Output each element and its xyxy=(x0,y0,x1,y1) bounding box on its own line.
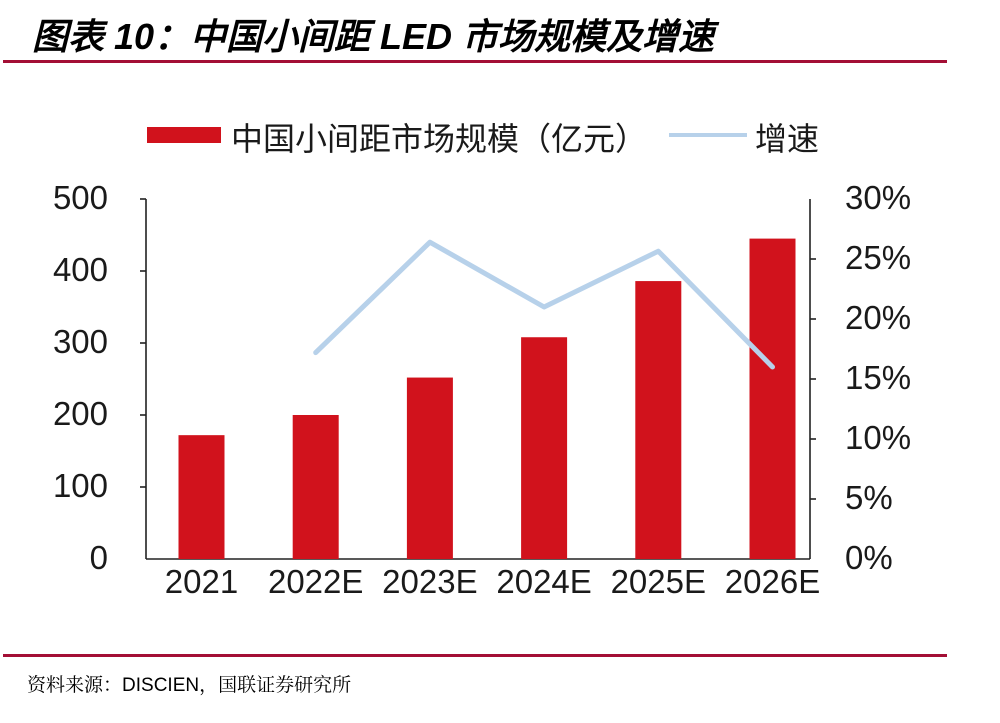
svg-text:2022E: 2022E xyxy=(268,563,363,600)
svg-text:2024E: 2024E xyxy=(496,563,591,600)
svg-text:2021: 2021 xyxy=(165,563,238,600)
svg-text:300: 300 xyxy=(53,323,108,360)
svg-text:2025E: 2025E xyxy=(611,563,706,600)
svg-text:400: 400 xyxy=(53,251,108,288)
svg-text:200: 200 xyxy=(53,395,108,432)
svg-text:5%: 5% xyxy=(845,479,893,516)
svg-text:10%: 10% xyxy=(845,419,911,456)
svg-text:2023E: 2023E xyxy=(382,563,477,600)
svg-text:0%: 0% xyxy=(845,539,893,576)
svg-text:0: 0 xyxy=(90,539,108,576)
svg-text:15%: 15% xyxy=(845,359,911,396)
svg-text:25%: 25% xyxy=(845,239,911,276)
svg-text:100: 100 xyxy=(53,467,108,504)
svg-text:30%: 30% xyxy=(845,179,911,216)
svg-text:2026E: 2026E xyxy=(725,563,820,600)
svg-text:20%: 20% xyxy=(845,299,911,336)
svg-text:500: 500 xyxy=(53,179,108,216)
